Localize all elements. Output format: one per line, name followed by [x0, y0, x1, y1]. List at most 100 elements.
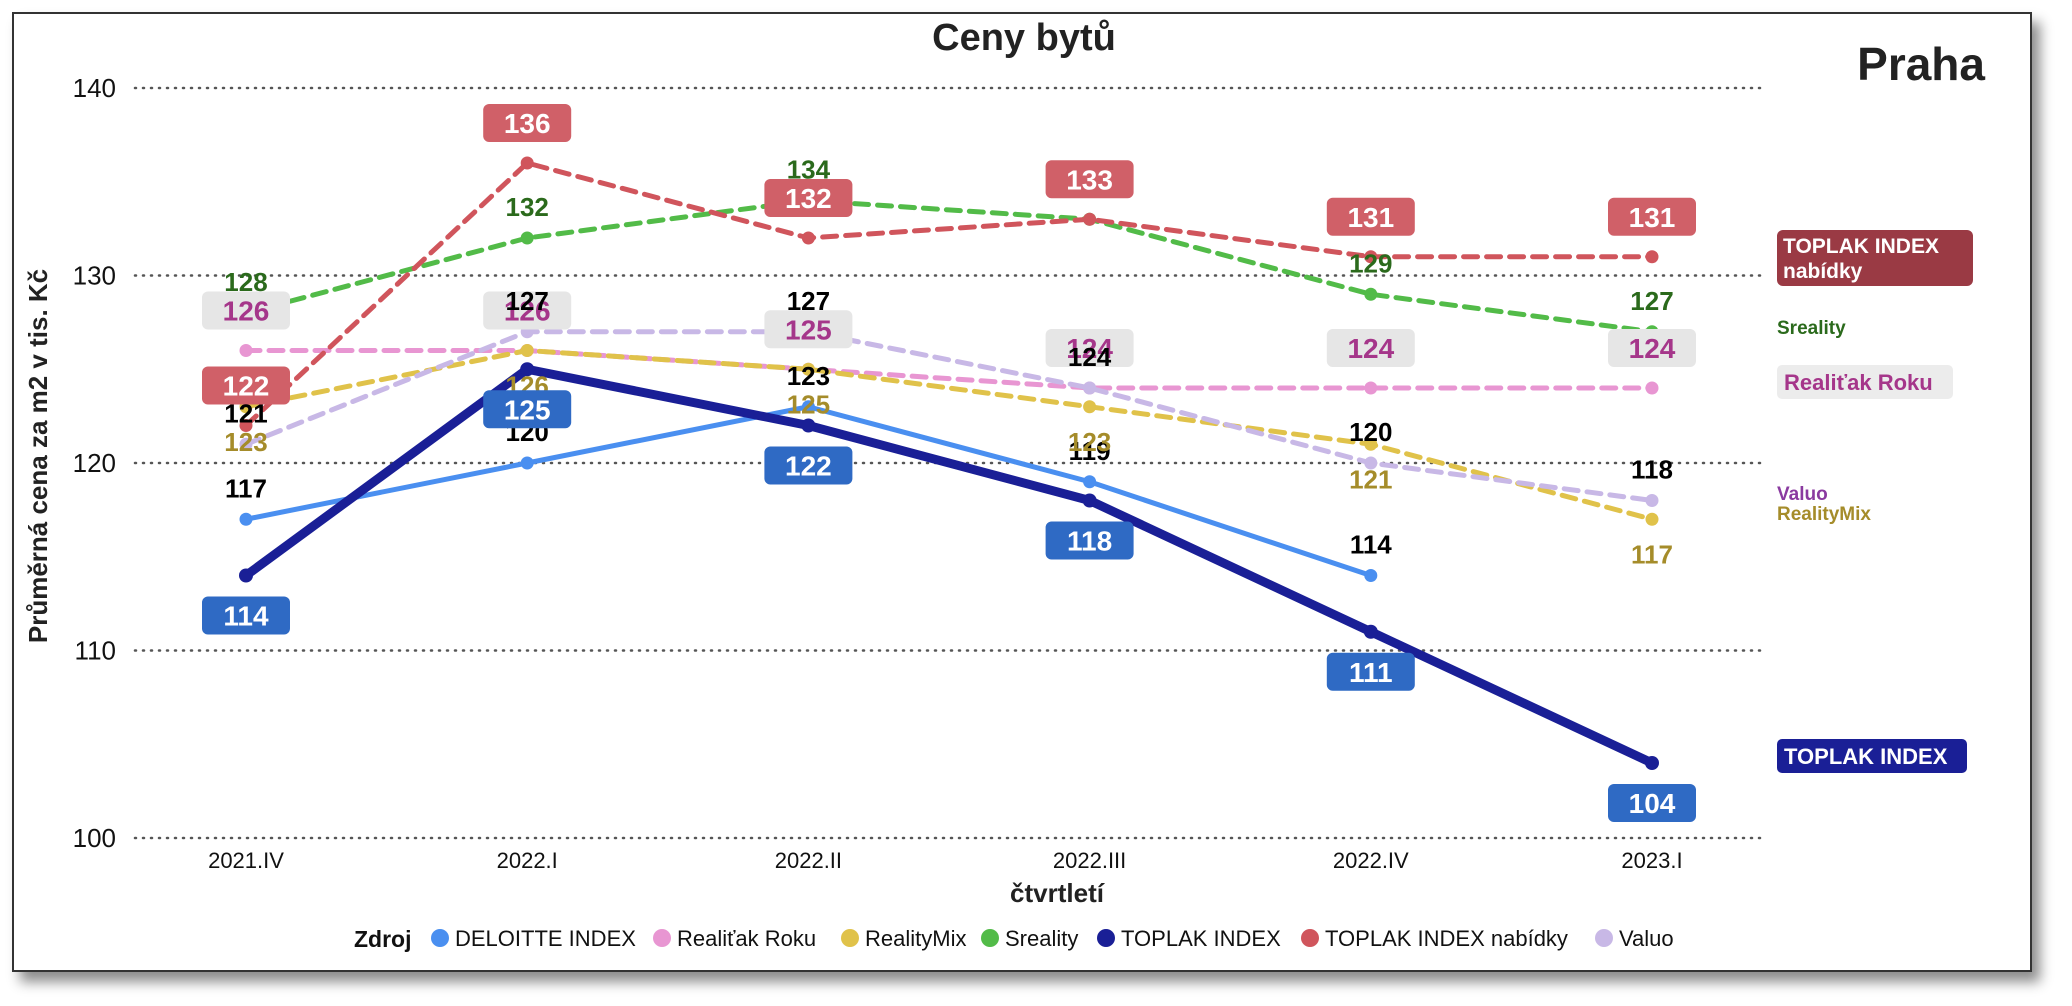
data-label-box — [1045, 329, 1134, 367]
data-point — [1645, 756, 1659, 770]
data-point — [520, 156, 534, 170]
series-0 — [239, 400, 1378, 582]
data-label: 118 — [1631, 455, 1673, 485]
data-label: 117 — [1631, 539, 1673, 569]
data-label: 111 — [1349, 657, 1393, 688]
series-3 — [239, 194, 1659, 339]
data-point — [239, 512, 253, 526]
data-point — [239, 437, 253, 451]
data-point — [1645, 250, 1659, 264]
data-label: 124 — [1629, 333, 1676, 364]
legend-item: RealityMix — [865, 926, 966, 951]
x-tick-label: 2022.III — [1053, 848, 1126, 873]
data-label: 125 — [787, 389, 830, 419]
data-label: 125 — [504, 394, 551, 425]
x-tick-label: 2022.II — [775, 848, 842, 873]
legend-item: DELOITTE INDEX — [455, 926, 636, 951]
data-label: 122 — [223, 371, 270, 402]
x-axis-title: čtvrtletí — [1010, 878, 1105, 908]
y-axis-ticks: 100 110 120 130 140 — [73, 73, 116, 853]
data-label: 132 — [785, 183, 832, 214]
data-label: 127 — [506, 286, 549, 316]
y-axis-title: Průměrná cena za m2 v tis. Kč — [23, 269, 53, 643]
series-1 — [239, 344, 1659, 395]
series-2 — [239, 344, 1659, 526]
legend-item: Sreality — [1005, 926, 1078, 951]
series-line — [243, 329, 1655, 503]
data-label: 119 — [1069, 436, 1111, 466]
data-label-box — [483, 390, 572, 429]
data-point — [1363, 624, 1378, 639]
legend: Zdroj DELOITTE INDEX Realiťak Roku RealityM… — [354, 926, 1674, 952]
data-label: 132 — [506, 192, 549, 222]
series-lines — [239, 156, 1659, 770]
data-point — [1645, 512, 1659, 526]
data-label: 131 — [1629, 202, 1676, 233]
data-label: 114 — [1350, 530, 1392, 560]
data-label: 129 — [1349, 248, 1392, 278]
legend-swatch — [1097, 929, 1115, 947]
data-label-box — [1608, 784, 1696, 822]
data-label: 123 — [1068, 427, 1111, 457]
series-line — [241, 364, 1657, 768]
data-label-box — [1326, 197, 1415, 236]
data-point — [1364, 437, 1378, 451]
data-point — [1645, 381, 1659, 395]
legend-swatch — [981, 929, 999, 947]
data-label: 124 — [1066, 333, 1113, 364]
end-label-box — [1777, 739, 1967, 773]
end-label-box — [1777, 365, 1953, 399]
data-label-box — [1326, 652, 1415, 691]
legend-swatch — [653, 929, 671, 947]
x-tick-label: 2021.IV — [208, 848, 284, 873]
data-label: 126 — [223, 296, 270, 327]
data-point — [520, 362, 535, 377]
data-label: 136 — [504, 108, 551, 139]
data-point — [1364, 250, 1378, 264]
data-label: 114 — [223, 601, 269, 632]
data-label: 127 — [1630, 286, 1673, 316]
end-label: TOPLAK INDEX — [1784, 744, 1948, 769]
data-label-box — [1326, 329, 1415, 367]
chart-title: Ceny bytů — [932, 17, 1116, 59]
end-label: Sreality — [1777, 318, 1846, 339]
legend-item: TOPLAK INDEX nabídky — [1325, 926, 1568, 951]
data-label: 122 — [785, 451, 832, 482]
data-point — [1364, 381, 1378, 395]
data-label-box — [764, 446, 853, 485]
legend-swatch — [1301, 929, 1319, 947]
series-5 — [239, 156, 1659, 432]
legend-item: Valuo — [1619, 926, 1674, 951]
data-point — [801, 400, 815, 414]
data-label-box — [1045, 160, 1134, 199]
data-point — [520, 231, 534, 245]
y-tick-label: 140 — [73, 73, 116, 103]
data-label: 121 — [224, 398, 267, 428]
data-point — [1364, 569, 1378, 582]
data-label: 126 — [504, 296, 551, 327]
data-label: 124 — [1347, 333, 1394, 364]
data-label: 120 — [1349, 417, 1392, 447]
legend-swatch — [431, 929, 449, 947]
data-label: 104 — [1629, 788, 1676, 819]
end-label: RealityMix — [1777, 504, 1871, 525]
series-4 — [239, 362, 1659, 770]
series-end-labels: TOPLAK INDEX nabídky Sreality Realiťak Roku… — [1777, 230, 1973, 773]
series-line — [243, 160, 1655, 428]
data-label-box — [764, 179, 853, 217]
end-label: Valuo — [1777, 484, 1828, 505]
data-point — [801, 418, 816, 433]
x-tick-label: 2022.IV — [1333, 848, 1409, 873]
data-label: 128 — [224, 267, 267, 297]
data-label: 127 — [787, 286, 830, 316]
series-line — [243, 198, 1655, 335]
data-point — [1083, 381, 1097, 395]
data-point — [1083, 400, 1097, 414]
data-label: 125 — [785, 314, 832, 345]
data-label-box — [1608, 329, 1696, 367]
data-label: 117 — [225, 473, 267, 503]
y-tick-label: 100 — [73, 823, 116, 853]
data-label: 121 — [1349, 464, 1392, 494]
